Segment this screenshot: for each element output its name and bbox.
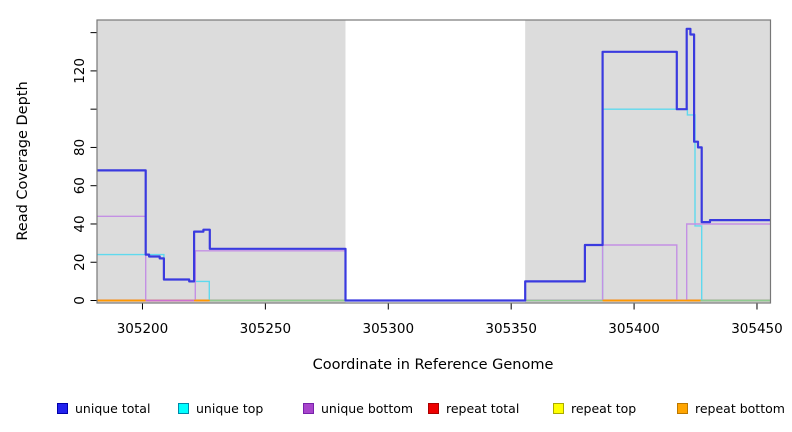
x-tick-label: 305300 xyxy=(363,321,415,337)
x-tick-label: 305200 xyxy=(117,321,169,337)
legend-swatch-icon xyxy=(677,402,688,414)
y-tick-label: 120 xyxy=(72,58,88,84)
legend-label: repeat top xyxy=(571,400,637,416)
y-tick-label: 80 xyxy=(72,139,88,156)
plot-box-border xyxy=(96,19,772,304)
y-axis-title: Read Coverage Depth xyxy=(15,81,31,240)
y-tick-label: 20 xyxy=(72,254,88,271)
legend-item-unique-bottom: unique bottom xyxy=(303,398,413,418)
legend-swatch-icon xyxy=(303,402,314,414)
y-tick-label: 40 xyxy=(72,215,88,232)
legend-swatch-icon xyxy=(57,402,68,414)
highlight-region xyxy=(345,20,526,303)
legend-swatch-icon xyxy=(428,402,439,414)
x-tick-label: 305350 xyxy=(485,321,537,337)
legend-label: repeat total xyxy=(446,400,520,416)
x-axis-title: Coordinate in Reference Genome xyxy=(313,357,554,373)
chart-legend: unique total unique top unique bottom repea… xyxy=(0,398,792,424)
y-tick-label: 0 xyxy=(72,296,88,305)
legend-label: unique total xyxy=(75,400,151,416)
series-unique-total-line xyxy=(97,27,771,302)
x-tick-label: 305400 xyxy=(608,321,660,337)
legend-item-repeat-bottom: repeat bottom xyxy=(677,398,785,418)
legend-swatch-icon xyxy=(178,402,189,414)
legend-label: unique bottom xyxy=(321,400,414,416)
legend-label: unique top xyxy=(196,400,264,416)
legend-item-repeat-top: repeat top xyxy=(553,398,636,418)
x-tick-label: 305250 xyxy=(240,321,292,337)
legend-item-unique-total: unique total xyxy=(57,398,150,418)
y-tick-label: 60 xyxy=(72,177,88,194)
legend-label: repeat bottom xyxy=(695,400,785,416)
legend-swatch-icon xyxy=(553,402,564,414)
x-tick-label: 305450 xyxy=(731,321,783,337)
legend-item-repeat-total: repeat total xyxy=(428,398,519,418)
legend-item-unique-top: unique top xyxy=(178,398,263,418)
